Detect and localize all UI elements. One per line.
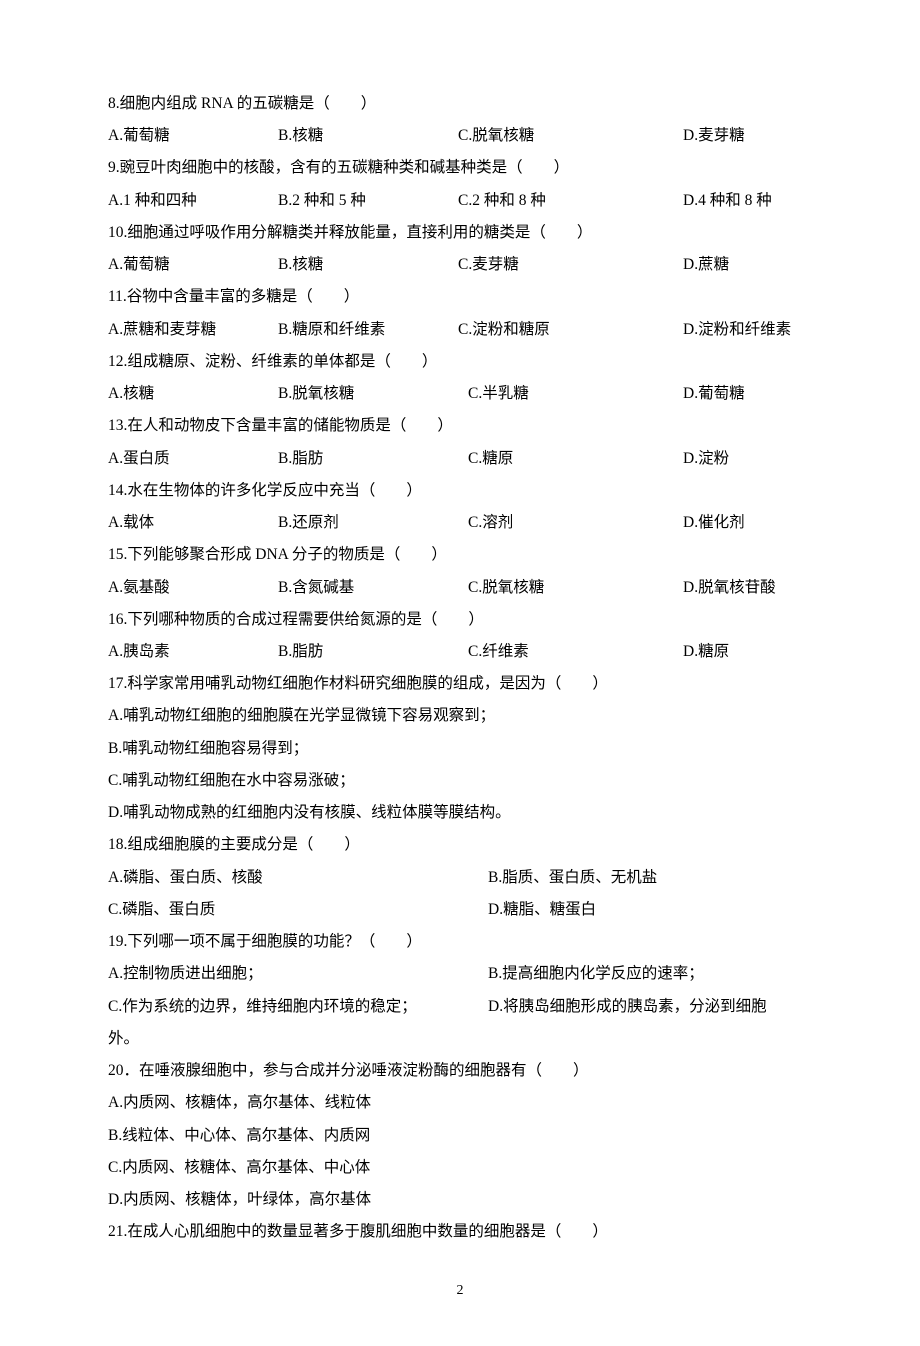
option-row: A.核糖B.脱氧核糖C.半乳糖D.葡萄糖 [108,378,812,410]
option: A.控制物质进出细胞； [108,958,488,990]
option-row: A.蛋白质B.脂肪C.糖原D.淀粉 [108,443,812,475]
page-number: 2 [108,1276,812,1305]
question-stem: 11.谷物中含量丰富的多糖是（ ） [108,281,812,313]
option: C.内质网、核糖体、高尔基体、中心体 [108,1152,812,1184]
option: A.葡萄糖 [108,249,278,281]
option: D.4 种和 8 种 [683,185,812,217]
option: A.胰岛素 [108,636,278,668]
option: A.氨基酸 [108,572,278,604]
option: D.将胰岛细胞形成的胰岛素，分泌到细胞 [488,991,812,1023]
option: C.作为系统的边界，维持细胞内环境的稳定； [108,991,488,1023]
option: B.2 种和 5 种 [278,185,458,217]
question-stem: 19.下列哪一项不属于细胞膜的功能？（ ） [108,926,812,958]
option: B.还原剂 [278,507,468,539]
question-stem: 8.细胞内组成 RNA 的五碳糖是（ ） [108,88,812,120]
option: C.2 种和 8 种 [458,185,683,217]
option: D.蔗糖 [683,249,812,281]
option: C.纤维素 [468,636,683,668]
option: A.蛋白质 [108,443,278,475]
option: B.脂肪 [278,443,468,475]
option: C.溶剂 [468,507,683,539]
option-row: C.磷脂、蛋白质D.糖脂、糖蛋白 [108,894,812,926]
option: D.淀粉 [683,443,812,475]
option: C.脱氧核糖 [468,572,683,604]
question-stem: 10.细胞通过呼吸作用分解糖类并释放能量，直接利用的糖类是（ ） [108,217,812,249]
question-stem: 21.在成人心肌细胞中的数量显著多于腹肌细胞中数量的细胞器是（ ） [108,1216,812,1248]
option: B.脂肪 [278,636,468,668]
question-stem: 9.豌豆叶肉细胞中的核酸，含有的五碳糖种类和碱基种类是（ ） [108,152,812,184]
option-row: A.葡萄糖B.核糖C.脱氧核糖D.麦芽糖 [108,120,812,152]
option: B.核糖 [278,120,458,152]
option: D.催化剂 [683,507,812,539]
option: D.麦芽糖 [683,120,812,152]
option: C.半乳糖 [468,378,683,410]
questions-container: 8.细胞内组成 RNA 的五碳糖是（ ）A.葡萄糖B.核糖C.脱氧核糖D.麦芽糖… [108,88,812,1248]
option: C.淀粉和糖原 [458,314,683,346]
option: D.糖原 [683,636,812,668]
option: B.线粒体、中心体、高尔基体、内质网 [108,1120,812,1152]
option-row: A.葡萄糖B.核糖C.麦芽糖D.蔗糖 [108,249,812,281]
option: A.核糖 [108,378,278,410]
option: A.内质网、核糖体，高尔基体、线粒体 [108,1087,812,1119]
option: C.哺乳动物红细胞在水中容易涨破； [108,765,812,797]
option: A.1 种和四种 [108,185,278,217]
question-stem: 17.科学家常用哺乳动物红细胞作材料研究细胞膜的组成，是因为（ ） [108,668,812,700]
option: B.糖原和纤维素 [278,314,458,346]
option: B.核糖 [278,249,458,281]
option: B.脱氧核糖 [278,378,468,410]
option: B.脂质、蛋白质、无机盐 [488,862,812,894]
option-row: A.氨基酸B.含氮碱基C.脱氧核糖D.脱氧核苷酸 [108,572,812,604]
option: B.含氮碱基 [278,572,468,604]
option: A.蔗糖和麦芽糖 [108,314,278,346]
option: C.糖原 [468,443,683,475]
option: D.内质网、核糖体，叶绿体，高尔基体 [108,1184,812,1216]
question-stem: 15.下列能够聚合形成 DNA 分子的物质是（ ） [108,539,812,571]
option-tail: 外。 [108,1023,812,1055]
option-row: A.控制物质进出细胞；B.提高细胞内化学反应的速率； [108,958,812,990]
option: A.载体 [108,507,278,539]
option-row: A.胰岛素B.脂肪C.纤维素D.糖原 [108,636,812,668]
question-stem: 16.下列哪种物质的合成过程需要供给氮源的是（ ） [108,604,812,636]
option: D.糖脂、糖蛋白 [488,894,812,926]
question-stem: 13.在人和动物皮下含量丰富的储能物质是（ ） [108,410,812,442]
option-row: A.磷脂、蛋白质、核酸B.脂质、蛋白质、无机盐 [108,862,812,894]
question-stem: 14.水在生物体的许多化学反应中充当（ ） [108,475,812,507]
option-row: A.载体B.还原剂C.溶剂D.催化剂 [108,507,812,539]
option: B.提高细胞内化学反应的速率； [488,958,812,990]
option: C.麦芽糖 [458,249,683,281]
option: A.哺乳动物红细胞的细胞膜在光学显微镜下容易观察到； [108,700,812,732]
option: A.磷脂、蛋白质、核酸 [108,862,488,894]
exam-page: 8.细胞内组成 RNA 的五碳糖是（ ）A.葡萄糖B.核糖C.脱氧核糖D.麦芽糖… [0,0,920,1346]
option-row: A.蔗糖和麦芽糖B.糖原和纤维素C.淀粉和糖原D.淀粉和纤维素 [108,314,812,346]
option: D.淀粉和纤维素 [683,314,812,346]
question-stem: 20．在唾液腺细胞中，参与合成并分泌唾液淀粉酶的细胞器有（ ） [108,1055,812,1087]
option-row: A.1 种和四种B.2 种和 5 种C.2 种和 8 种D.4 种和 8 种 [108,185,812,217]
option: D.葡萄糖 [683,378,812,410]
option: C.磷脂、蛋白质 [108,894,488,926]
option: D.哺乳动物成熟的红细胞内没有核膜、线粒体膜等膜结构。 [108,797,812,829]
option: B.哺乳动物红细胞容易得到； [108,733,812,765]
question-stem: 12.组成糖原、淀粉、纤维素的单体都是（ ） [108,346,812,378]
question-stem: 18.组成细胞膜的主要成分是（ ） [108,829,812,861]
option: D.脱氧核苷酸 [683,572,812,604]
option-row: C.作为系统的边界，维持细胞内环境的稳定；D.将胰岛细胞形成的胰岛素，分泌到细胞 [108,991,812,1023]
option: A.葡萄糖 [108,120,278,152]
option: C.脱氧核糖 [458,120,683,152]
